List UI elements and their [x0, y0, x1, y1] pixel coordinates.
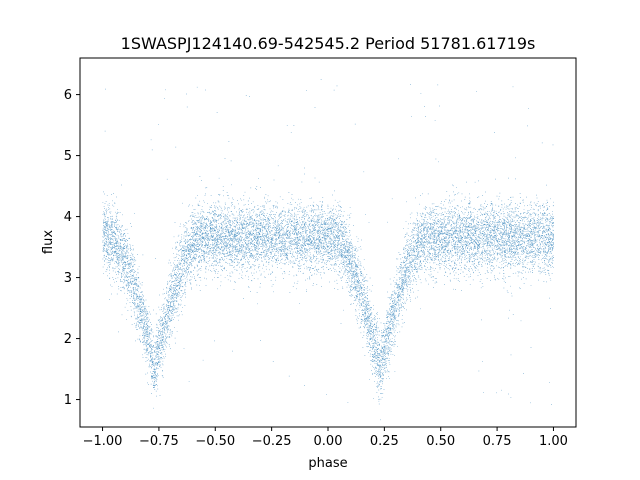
x-axis-label: phase	[308, 456, 347, 471]
y-tick-label: 3	[64, 271, 72, 286]
y-tick-label: 2	[64, 332, 72, 347]
x-tick-label: −1.00	[83, 434, 123, 449]
y-tick-label: 4	[64, 210, 72, 225]
x-tick-label: 1.00	[539, 434, 568, 449]
chart-title: 1SWASPJ124140.69-542545.2 Period 51781.6…	[121, 34, 536, 53]
x-tick-label: −0.75	[139, 434, 179, 449]
data-point-cloud	[102, 79, 554, 421]
x-axis-ticks: −1.00 −0.75 −0.50 −0.25 0.00 0.25 0.50 0.75 1.00	[83, 427, 568, 449]
y-tick-label: 6	[64, 88, 72, 103]
x-tick-label: −0.50	[195, 434, 235, 449]
x-tick-label: 0.50	[426, 434, 455, 449]
x-tick-label: −0.25	[252, 434, 292, 449]
x-tick-label: 0.75	[483, 434, 512, 449]
y-tick-label: 1	[64, 393, 72, 408]
scatter-points	[102, 79, 554, 421]
x-tick-label: 0.25	[370, 434, 399, 449]
x-tick-label: 0.00	[314, 434, 343, 449]
y-tick-label: 5	[64, 149, 72, 164]
y-axis-ticks: 1 2 3 4 5 6	[64, 88, 80, 408]
y-axis-label: flux	[41, 230, 56, 254]
